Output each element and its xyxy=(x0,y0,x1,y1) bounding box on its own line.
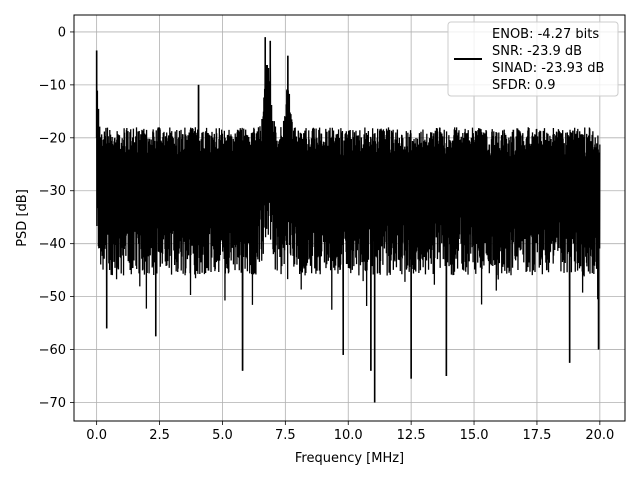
y-tick-label: 0 xyxy=(58,25,66,40)
x-tick-label: 7.5 xyxy=(275,428,296,443)
y-axis-ticks: 0 −10 −20 −30 −40 −50 −60 −70 xyxy=(39,25,74,411)
x-axis-ticks: 0.0 2.5 5.0 7.5 10.0 12.5 15.0 17.5 20.0 xyxy=(86,421,614,443)
x-tick-label: 12.5 xyxy=(397,428,426,443)
legend-box xyxy=(447,21,619,97)
x-tick-label: 20.0 xyxy=(585,428,614,443)
x-tick-label: 17.5 xyxy=(522,428,551,443)
y-tick-label: −20 xyxy=(39,131,66,146)
x-tick-label: 2.5 xyxy=(149,428,170,443)
legend-line-sinad: SINAD: -23.93 dB xyxy=(492,61,604,76)
x-tick-label: 0.0 xyxy=(86,428,107,443)
x-tick-label: 5.0 xyxy=(212,428,233,443)
y-tick-label: −70 xyxy=(39,396,66,411)
x-tick-label: 15.0 xyxy=(460,428,489,443)
legend-line-enob: ENOB: -4.27 bits xyxy=(492,27,599,42)
psd-trace xyxy=(95,37,601,403)
y-tick-label: −10 xyxy=(39,78,66,93)
plot-frame xyxy=(73,14,626,422)
psd-series xyxy=(95,37,601,403)
legend: ENOB: -4.27 bits SNR: -23.9 dB SINAD: -2… xyxy=(447,21,619,97)
x-tick-label: 10.0 xyxy=(334,428,363,443)
legend-line-sfdr: SFDR: 0.9 xyxy=(492,78,556,93)
x-axis-label: Frequency [MHz] xyxy=(295,451,404,466)
y-tick-label: −50 xyxy=(39,290,66,305)
y-tick-label: −30 xyxy=(39,184,66,199)
legend-line-snr: SNR: -23.9 dB xyxy=(492,44,582,59)
y-tick-label: −60 xyxy=(39,343,66,358)
y-axis-label: PSD [dB] xyxy=(15,189,30,247)
y-tick-label: −40 xyxy=(39,237,66,252)
